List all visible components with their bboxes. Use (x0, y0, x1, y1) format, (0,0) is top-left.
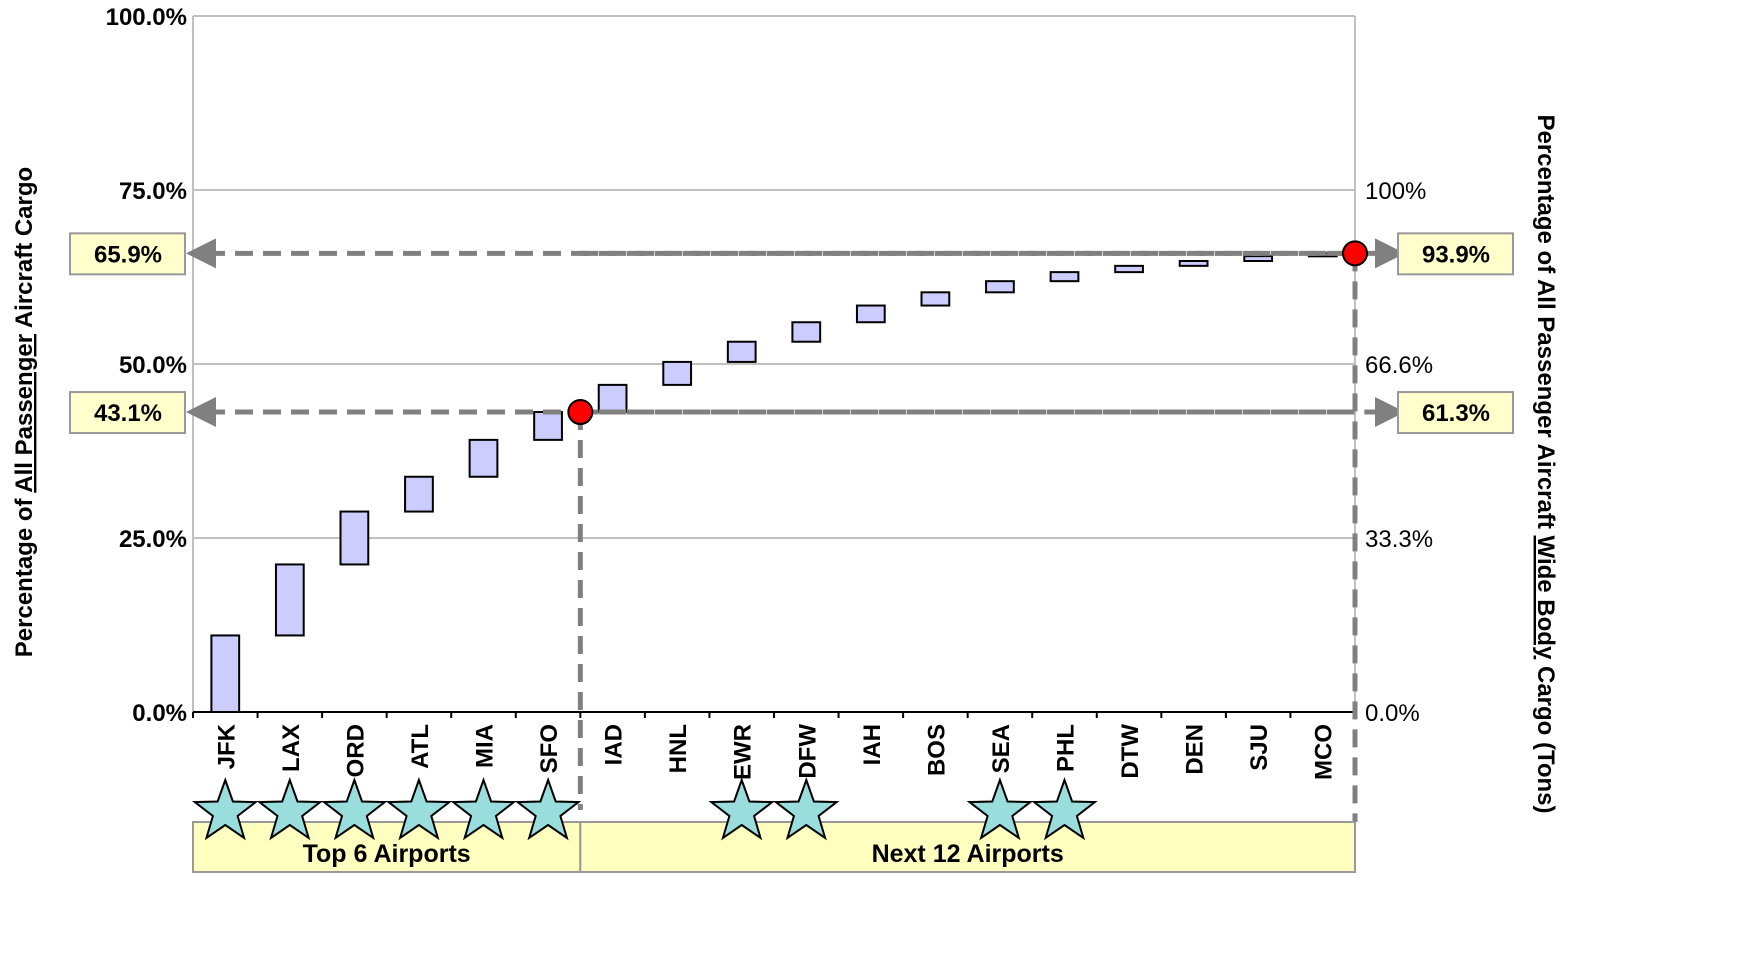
star-icon-SFO (514, 777, 582, 841)
group-label: Top 6 Airports (303, 840, 471, 868)
bar-SEA (985, 280, 1015, 294)
star-icon-ATL (385, 777, 453, 841)
callout-label-right: 93.9% (1422, 241, 1490, 268)
callout-box-left (69, 232, 186, 276)
marker-end (1342, 240, 1368, 267)
bar-ATL (404, 475, 434, 513)
y-axis-title-left-part: All Passenger (11, 334, 38, 493)
y-axis-title-right-part: Wide Body (1532, 536, 1559, 660)
y-axis-title-left-part: Aircraft Cargo (11, 167, 38, 334)
star-icon-SEA (966, 777, 1034, 841)
y-axis-title-right-part: Cargo (Tons) (1532, 659, 1559, 813)
marker-split (567, 399, 594, 426)
right-tick-label: 33.3% (1365, 526, 1433, 553)
star-icon-LAX (256, 777, 324, 841)
category-labels: JFK LAX ORD ATL MIA SFO IAD HNL EWR DFW IAH BOS SEA P… (213, 723, 1337, 780)
bar-IAH (855, 304, 886, 324)
callout-label-left: 65.9% (94, 241, 162, 268)
star-icon-EWR (708, 777, 776, 841)
category-label-MIA: MIA (472, 724, 499, 768)
callout-box-right (1397, 391, 1514, 435)
category-label-DEN: DEN (1182, 724, 1209, 775)
bar-MIA (468, 438, 499, 478)
callout-label-left: 43.1% (94, 400, 162, 427)
markers (567, 240, 1368, 426)
star-icon-ORD (321, 777, 388, 841)
category-label-IAD: IAD (601, 724, 628, 765)
bar-BOS (920, 291, 951, 307)
y-axis-title-right-part: Percentage of All Passenger Aircraft (1532, 114, 1559, 535)
category-label-SJU: SJU (1246, 724, 1273, 771)
bar-JFK (210, 634, 241, 713)
bars (210, 252, 1338, 713)
guide-lines (186, 238, 1405, 822)
bar-ORD (339, 510, 370, 566)
star-icon-DFW (772, 777, 840, 841)
category-label-EWR: EWR (730, 724, 757, 780)
category-label-JFK: JFK (213, 723, 240, 769)
stars (191, 776, 1098, 841)
category-label-BOS: BOS (923, 724, 950, 776)
bar-PHL (1049, 271, 1080, 283)
axis-titles: Percentage of All Passenger Aircraft Car… (11, 114, 1559, 813)
group-box (579, 821, 1356, 873)
left-tick-label: 75.0% (119, 178, 187, 205)
callout-box-left (69, 391, 186, 435)
bar-SJU (1243, 255, 1274, 262)
left-tick-label: 50.0% (119, 352, 187, 379)
left-tick-label: 25.0% (119, 526, 187, 553)
category-label-DFW: DFW (794, 724, 821, 779)
category-label-HNL: HNL (665, 724, 692, 773)
category-label-IAH: IAH (859, 724, 886, 765)
plot-area (192, 16, 1356, 718)
bar-DTW (1114, 264, 1144, 274)
y-axis-title-left: Percentage of All Passenger Aircraft Car… (11, 167, 38, 657)
star-icon-JFK (191, 777, 259, 841)
left-tick-label: 100.0% (106, 4, 187, 31)
bar-DFW (791, 321, 822, 343)
left-tick-label: 0.0% (132, 700, 187, 727)
category-label-LAX: LAX (278, 724, 305, 772)
bar-SFO (533, 411, 563, 441)
bar-IAD (597, 383, 628, 414)
star-icon-MIA (450, 776, 517, 841)
category-label-SFO: SFO (536, 724, 563, 773)
bar-EWR (726, 340, 757, 363)
star-icon-PHL (1031, 776, 1098, 841)
category-label-ATL: ATL (407, 724, 434, 769)
category-label-MCO: MCO (1311, 724, 1338, 780)
callout-box-right (1397, 232, 1514, 276)
right-tick-label: 0.0% (1365, 700, 1420, 727)
bar-HNL (662, 360, 693, 386)
axis-ticks: 0.0% 25.0% 50.0% 75.0% 100.0% 0.0% 33.3% 66.6% 1… (106, 4, 1433, 727)
category-label-PHL: PHL (1053, 724, 1080, 772)
right-tick-label: 66.6% (1365, 352, 1433, 379)
y-axis-title-right: Percentage of All Passenger Aircraft Wid… (1532, 114, 1559, 813)
category-label-SEA: SEA (988, 724, 1015, 773)
airport-groups: Top 6 Airports Next 12 Airports (192, 821, 1356, 873)
group-box (192, 821, 582, 873)
right-tick-label: 100% (1365, 178, 1426, 205)
callout-label-right: 61.3% (1422, 400, 1490, 427)
group-label: Next 12 Airports (872, 840, 1064, 868)
callouts: 43.1% 61.3% 65.9% 93.9% (69, 232, 1514, 435)
bar-LAX (274, 563, 305, 637)
category-label-ORD: ORD (342, 724, 369, 777)
y-axis-title-left-part: Percentage of (11, 493, 38, 658)
gridlines (193, 15, 1355, 539)
bar-DEN (1178, 259, 1209, 267)
category-label-DTW: DTW (1117, 724, 1144, 779)
